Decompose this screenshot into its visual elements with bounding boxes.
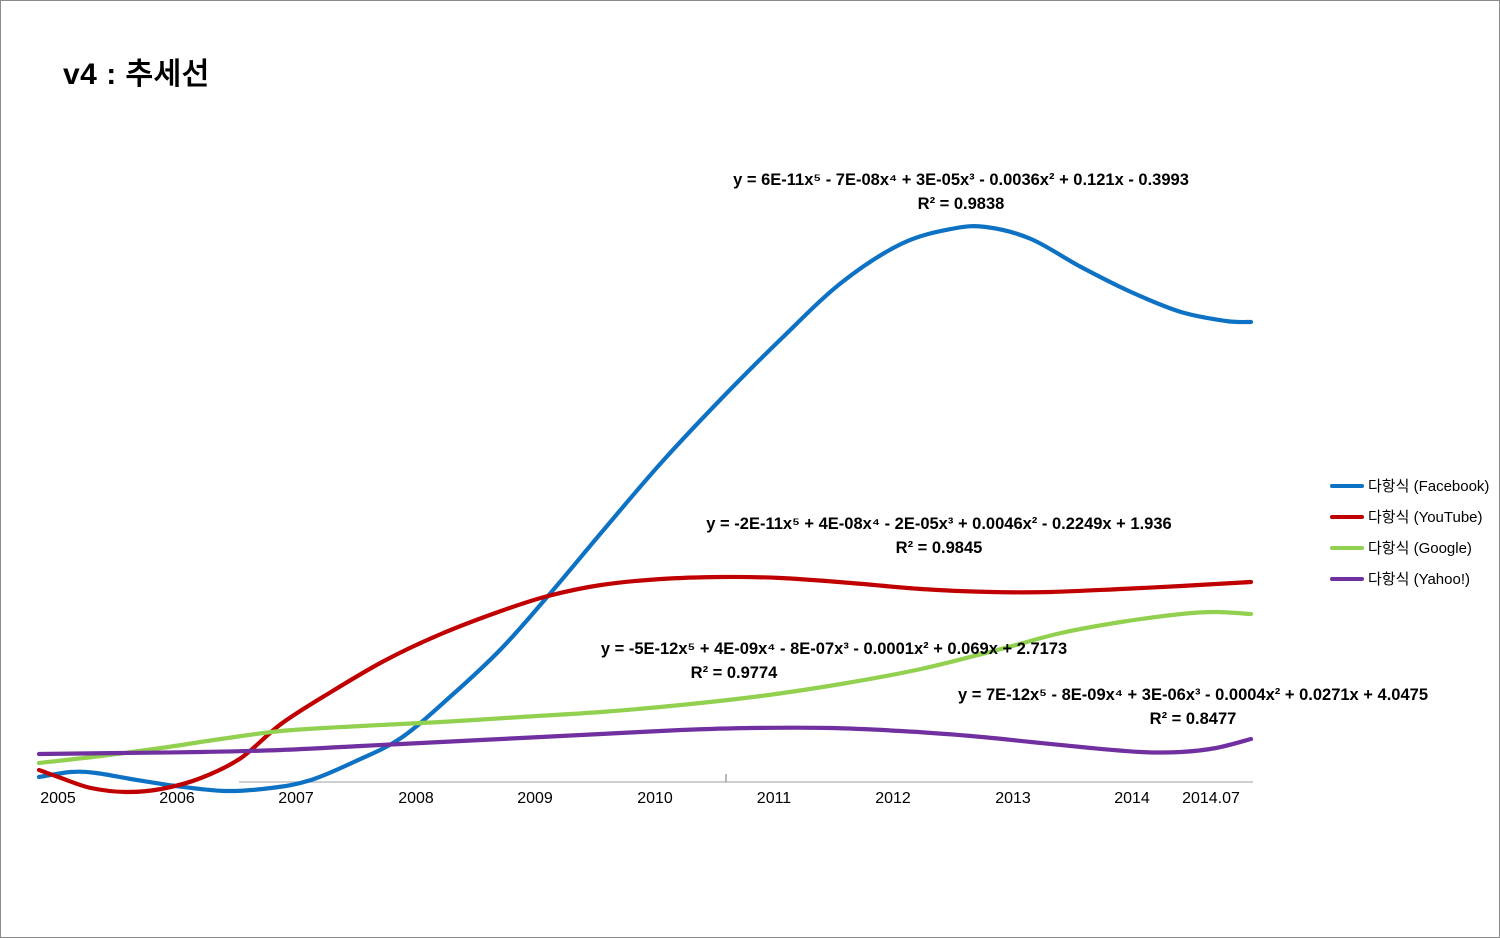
equation-text-yahoo: y = 7E-12x⁵ - 8E-09x⁴ + 3E-06x³ - 0.0004…: [958, 686, 1428, 704]
r-squared-google: R² = 0.9774: [690, 664, 778, 682]
equation-text-facebook: y = 6E-11x⁵ - 7E-08x⁴ + 3E-05x³ - 0.0036…: [733, 171, 1189, 189]
legend-item-facebook: 다항식 (Facebook): [1330, 470, 1489, 501]
x-axis-label-2008: 2008: [398, 790, 434, 807]
x-axis-label-2005: 2005: [40, 790, 76, 807]
x-axis-label-2006: 2006: [159, 790, 195, 807]
equation-youtube: y = -2E-11x⁵ + 4E-08x⁴ - 2E-05x³ + 0.004…: [706, 512, 1171, 560]
r-squared-youtube: R² = 0.9845: [895, 539, 983, 557]
legend-item-yahoo: 다항식 (Yahoo!): [1330, 563, 1489, 594]
r-squared-yahoo: R² = 0.8477: [1149, 710, 1237, 728]
equation-facebook: y = 6E-11x⁵ - 7E-08x⁴ + 3E-05x³ - 0.0036…: [733, 168, 1189, 216]
legend: 다항식 (Facebook) 다항식 (YouTube) 다항식 (Google…: [1330, 470, 1489, 594]
x-axis-label-2007: 2007: [278, 790, 314, 807]
legend-swatch-google: [1330, 545, 1364, 550]
legend-label-yahoo: 다항식 (Yahoo!): [1368, 571, 1470, 588]
x-axis-label-2011: 2011: [756, 790, 792, 807]
equation-text-youtube: y = -2E-11x⁵ + 4E-08x⁴ - 2E-05x³ + 0.004…: [706, 515, 1172, 533]
trendline-series-3: [36, 725, 1254, 757]
legend-swatch-facebook: [1330, 483, 1364, 488]
trendline-series-1: [36, 574, 1254, 795]
equation-yahoo: y = 7E-12x⁵ - 8E-09x⁴ + 3E-06x³ - 0.0004…: [958, 683, 1428, 731]
equation-text-google: y = -5E-12x⁵ + 4E-09x⁴ - 8E-07x³ - 0.000…: [600, 640, 1068, 658]
trendline-series-0: [36, 224, 1254, 794]
trendline-series-2: [36, 609, 1254, 766]
legend-label-google: 다항식 (Google): [1368, 540, 1472, 557]
x-axis-label-2013: 2013: [995, 790, 1031, 807]
x-axis-labels: 2005 2006 2007 2008 2009 2010 2011 2012 2013 2014…: [1, 790, 1499, 814]
legend-item-youtube: 다항식 (YouTube): [1330, 501, 1489, 532]
x-axis-label-2014.07: 2014.07: [1182, 790, 1240, 807]
page-title: v4 : 추세선: [63, 58, 210, 91]
legend-swatch-youtube: [1330, 514, 1364, 519]
legend-label-facebook: 다항식 (Facebook): [1368, 478, 1490, 495]
x-axis-label-2010: 2010: [637, 790, 673, 807]
legend-item-google: 다항식 (Google): [1330, 532, 1489, 563]
legend-label-youtube: 다항식 (YouTube): [1368, 509, 1483, 526]
r-squared-facebook: R² = 0.9838: [917, 195, 1005, 213]
equation-google: y = -5E-12x⁵ + 4E-09x⁴ - 8E-07x³ - 0.000…: [601, 637, 1067, 685]
x-axis-label-2014: 2014: [1114, 790, 1150, 807]
x-axis-label-2009: 2009: [517, 790, 553, 807]
legend-swatch-yahoo: [1330, 576, 1364, 581]
x-axis-label-2012: 2012: [875, 790, 911, 807]
